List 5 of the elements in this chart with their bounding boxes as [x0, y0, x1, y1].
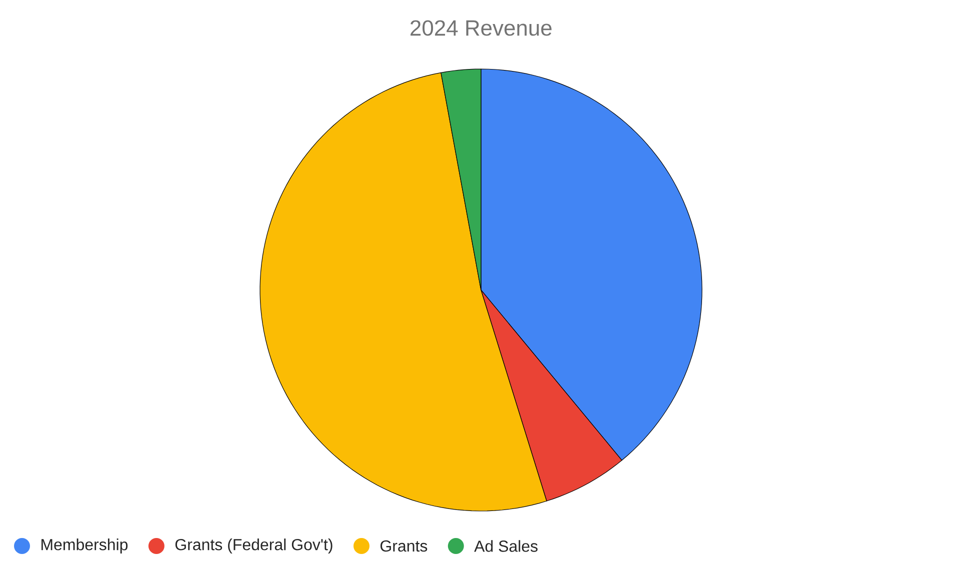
legend-label: Ad Sales [474, 540, 538, 552]
legend-label: Grants [380, 540, 428, 552]
legend-label: Grants (Federal Gov't) [175, 538, 332, 554]
legend-label: Membership [42, 538, 128, 554]
chart-title: 2024 Revenue [410, 20, 552, 36]
